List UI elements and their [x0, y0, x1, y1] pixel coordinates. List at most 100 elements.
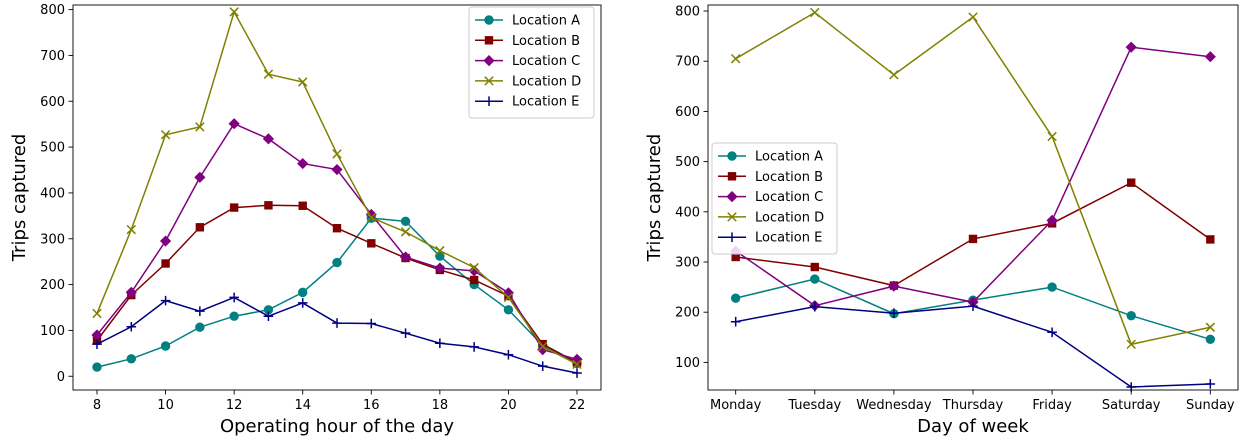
data-point [91, 329, 103, 341]
series-5 [730, 301, 1216, 392]
data-point [731, 252, 740, 262]
data-point [435, 251, 445, 261]
data-point [264, 201, 273, 210]
data-point [229, 311, 239, 321]
data-point [195, 322, 205, 332]
series-4 [92, 7, 582, 370]
data-point [366, 318, 377, 329]
data-point [297, 77, 308, 87]
legend-entry-3: Location C [718, 190, 823, 205]
legend-marker [727, 212, 737, 222]
data-point [161, 259, 170, 268]
data-point [503, 349, 514, 360]
data-point [810, 274, 820, 284]
y-tick-label: 700 [40, 49, 65, 64]
data-point [469, 342, 479, 352]
legend-marker [484, 36, 494, 45]
legend-marker [484, 15, 494, 25]
data-point [400, 227, 411, 237]
legend-entry-5: Location E [475, 95, 579, 110]
legend-label: Location B [755, 170, 823, 185]
x-tick-label: 20 [500, 398, 517, 413]
x-tick-label: Tuesday [787, 398, 841, 413]
legend-label: Location A [755, 150, 823, 165]
legend-label: Location D [755, 210, 824, 225]
legend: Location A Location B Location C Location D… [711, 142, 838, 255]
y-tick-label: 300 [675, 256, 700, 271]
legend-label: Location E [512, 95, 579, 110]
y-tick-label: 600 [40, 95, 65, 110]
data-point [367, 239, 376, 248]
data-point [229, 7, 239, 17]
data-point [1126, 311, 1136, 321]
data-point [968, 234, 978, 244]
data-point [730, 293, 741, 303]
data-point [889, 308, 899, 319]
legend-entry-4: Location D [475, 74, 581, 89]
data-point [810, 7, 820, 18]
x-axis-label: Day of week [917, 416, 1029, 437]
x-tick-label: Thursday [942, 398, 1004, 413]
data-point [571, 353, 583, 365]
data-point [1126, 339, 1136, 350]
y-tick-label: 100 [675, 356, 700, 371]
x-tick-label: 18 [432, 398, 449, 413]
legend-label: Location D [512, 74, 581, 89]
series-5 [92, 292, 582, 378]
data-point [1047, 131, 1057, 142]
data-point [810, 262, 819, 272]
data-point [298, 287, 308, 298]
legend-label: Location C [755, 190, 823, 205]
data-point [92, 339, 102, 349]
data-point [229, 292, 239, 303]
data-point [297, 157, 309, 170]
data-point [160, 129, 171, 140]
y-axis-label: Trips captured [9, 134, 30, 263]
data-point [503, 292, 514, 303]
plot-frame [72, 4, 602, 391]
legend-marker [484, 76, 494, 86]
y-tick-label: 500 [40, 141, 65, 156]
data-point [297, 298, 308, 308]
data-point [572, 368, 582, 378]
data-point [730, 316, 741, 327]
data-point [332, 149, 342, 159]
data-point [263, 311, 274, 322]
y-tick-label: 800 [675, 5, 700, 20]
series-4 [730, 7, 1216, 350]
legend-marker [483, 55, 495, 67]
data-point [195, 122, 205, 132]
data-point [228, 118, 240, 130]
data-point [1206, 235, 1215, 244]
x-tick-label: 14 [294, 398, 311, 413]
plot-frame [707, 4, 1239, 391]
y-tick-label: 600 [675, 105, 700, 120]
data-point [195, 223, 205, 232]
y-axis-label: Trips captured [644, 134, 665, 263]
y-tick-label: 0 [57, 370, 65, 385]
data-point [1204, 51, 1216, 63]
legend-entry-1: Location A [718, 150, 823, 165]
y-tick-label: 700 [675, 55, 700, 70]
y-tick-label: 200 [40, 278, 65, 293]
chart-panel-1: 8 10 12 14 16 18 20 22 0 100 200 300 400 500 600 700 800… [9, 3, 602, 437]
x-tick-label: 16 [363, 398, 380, 413]
data-point [469, 262, 479, 273]
data-point [331, 163, 343, 176]
legend-marker [727, 172, 737, 181]
data-point [1047, 327, 1057, 338]
y-tick-label: 400 [40, 186, 65, 201]
data-point [229, 203, 239, 212]
data-point [1125, 41, 1137, 53]
legend-entry-5: Location E [718, 231, 822, 246]
x-tick-label: Sunday [1186, 398, 1235, 413]
legend-marker [727, 232, 737, 242]
legend-label: Location A [512, 14, 580, 29]
legend-label: Location B [512, 34, 580, 49]
x-tick-label: 22 [569, 398, 586, 413]
legend-entry-2: Location B [718, 170, 823, 185]
data-point [332, 224, 342, 233]
data-point [888, 280, 900, 292]
legend-entry-3: Location C [475, 54, 580, 69]
